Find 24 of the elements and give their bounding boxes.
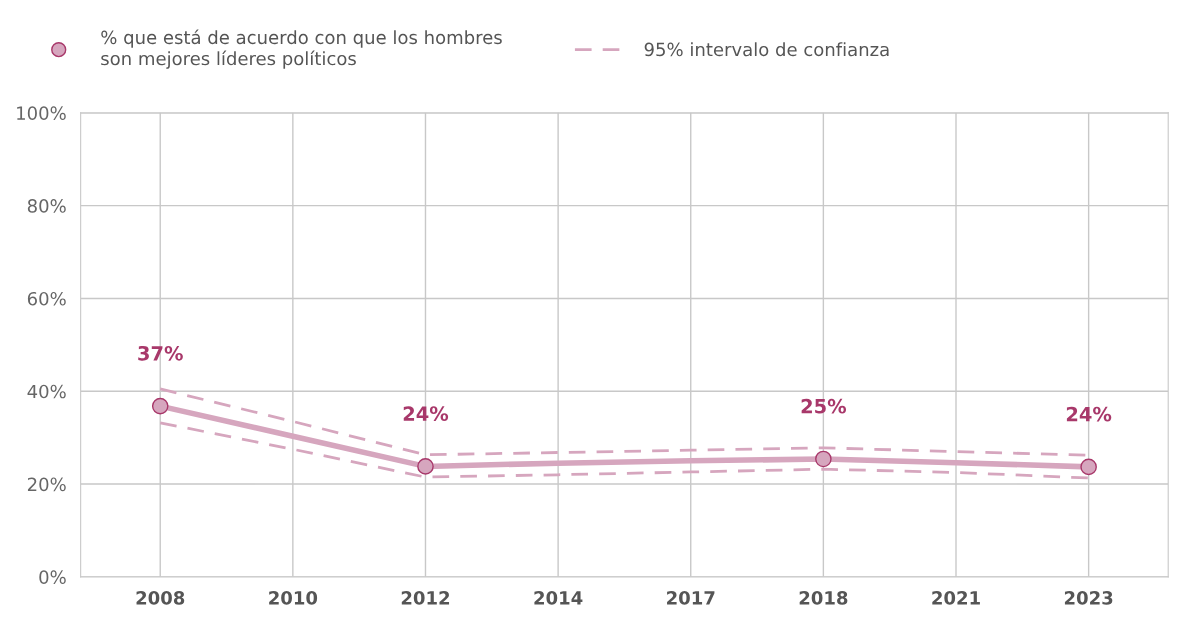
x-tick-label: 2023	[1064, 591, 1113, 605]
y-tick-label: 80%	[27, 199, 66, 213]
data-label: 37%	[138, 345, 183, 361]
y-tick-label: 20%	[27, 477, 66, 492]
x-tick-label: 2021	[932, 591, 980, 605]
y-tick-label: 100%	[17, 106, 66, 120]
data-label: 25%	[801, 398, 847, 414]
data-label: 24%	[403, 406, 449, 421]
legend-label: % que está de acuerdo con que los hombres son mejores líderes políticos	[101, 29, 502, 69]
legend-label: 95% intervalo de confianza	[644, 42, 889, 57]
y-tick-label: 40%	[27, 384, 66, 399]
data-label: 24%	[1066, 406, 1112, 422]
point	[417, 458, 434, 475]
point	[151, 397, 169, 415]
x-tick-label: 2018	[799, 591, 848, 605]
y-tick-label: 0%	[39, 570, 66, 584]
point	[1080, 458, 1097, 476]
y-tick-label: 60%	[27, 291, 66, 306]
x-tick-label: 2008	[136, 591, 185, 605]
x-tick-label: 2017	[667, 591, 715, 605]
x-tick-label: 2010	[269, 591, 318, 605]
point	[815, 450, 832, 468]
x-tick-label: 2012	[401, 591, 450, 605]
x-tick-label: 2014	[534, 591, 583, 605]
